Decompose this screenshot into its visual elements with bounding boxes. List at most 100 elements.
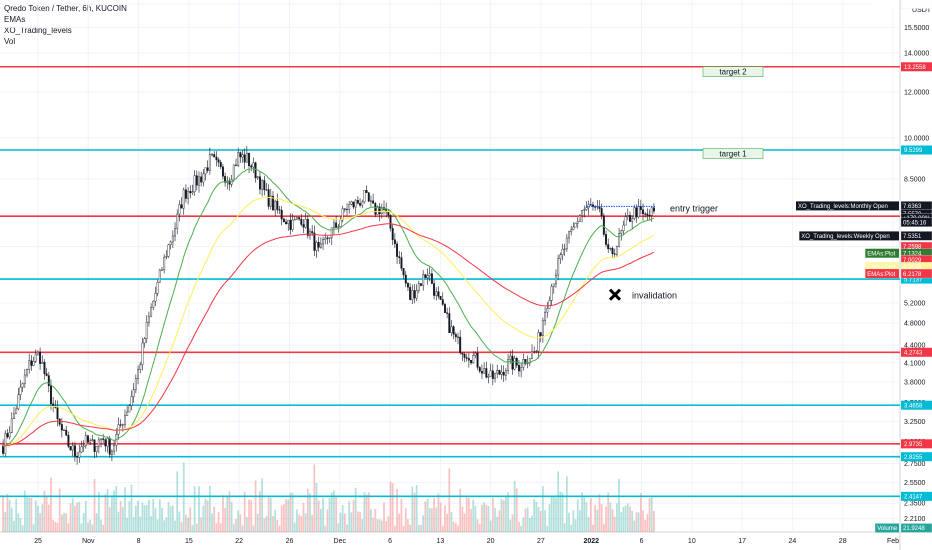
volume-bar [211, 513, 213, 532]
volume-bar [550, 496, 553, 532]
volume-bar [350, 512, 353, 532]
volume-bar [300, 516, 303, 532]
candle-body [504, 370, 507, 376]
price-tag-value: 7.5351 [903, 234, 922, 240]
price-tag-value-bg [900, 268, 932, 279]
candle-body [363, 190, 366, 203]
x-tick-label: Nov [82, 538, 95, 545]
volume-bar [289, 492, 292, 532]
volume-bar [574, 519, 577, 532]
x-tick-label: 20 [487, 538, 495, 545]
candle-body [102, 438, 105, 440]
level-tag [901, 400, 932, 410]
volume-bar [400, 498, 403, 532]
x-tick-label: 10 [688, 538, 696, 545]
invalidation-x-icon [608, 288, 622, 301]
candle-body [206, 167, 209, 171]
volume-bar [398, 513, 401, 532]
candle-body [531, 351, 533, 359]
candle-body [63, 429, 65, 431]
candle-body [380, 207, 383, 215]
candle-body [480, 371, 483, 374]
candle-body [69, 446, 72, 451]
volume-bar [611, 509, 614, 532]
volume-bar [26, 497, 28, 532]
volume-bar [176, 471, 179, 532]
candle-body [652, 207, 655, 212]
candle-body [572, 226, 575, 230]
candle-body [241, 154, 244, 158]
volume-bar [119, 501, 122, 532]
target-box [702, 66, 764, 77]
candle-body [517, 365, 520, 372]
candle-body [311, 231, 314, 234]
level-tag [901, 347, 932, 357]
volume-bar [431, 508, 433, 532]
volume-bar [587, 517, 590, 532]
volume-bar [259, 491, 261, 532]
volume-bar [161, 508, 163, 532]
candle-body [435, 291, 438, 296]
volume-bar [420, 525, 422, 532]
candle-body [250, 165, 253, 168]
candle-body [478, 367, 481, 372]
candle-body [552, 283, 555, 287]
legend-indicator-emas[interactable]: EMAs [4, 15, 26, 24]
volume-bar [494, 508, 496, 532]
volume-bar [552, 495, 555, 532]
candle-body [39, 351, 42, 364]
volume-bar [500, 498, 503, 532]
candle-body [171, 235, 174, 243]
volume-bar [481, 504, 483, 532]
volume-bar [491, 497, 494, 532]
ema-line-3 [3, 223, 655, 447]
candle-body [141, 342, 144, 365]
candle-body [52, 403, 55, 406]
candle-body [369, 200, 372, 202]
candle-body [304, 219, 307, 228]
volume-bar [78, 501, 81, 532]
volume-bar [63, 512, 65, 532]
volume-bar [359, 511, 361, 532]
candle-body [541, 320, 544, 336]
candle-body [367, 192, 370, 202]
volume-bar [444, 505, 446, 532]
candle-body [454, 334, 457, 338]
candle-body [389, 215, 392, 229]
volume-bar [128, 501, 131, 532]
volume-bar [287, 499, 290, 532]
volume-bar [561, 492, 564, 532]
candle-body [387, 211, 390, 216]
volume-bar [272, 516, 274, 532]
candle-body [341, 208, 344, 221]
volume-bar [485, 504, 488, 532]
x-tick-label: Dec [334, 538, 347, 545]
candle-body [4, 433, 7, 454]
candle-body [285, 221, 288, 225]
candle-body [626, 215, 629, 217]
candle-body [269, 195, 272, 207]
candle-body [391, 228, 394, 240]
candle-body [309, 231, 311, 236]
volume-bar [315, 483, 318, 532]
candle-body [629, 215, 631, 222]
y-tick-label: 4.8000 [904, 321, 926, 328]
volume-bar [167, 502, 170, 532]
volume-bar [330, 492, 333, 532]
level-tag [901, 452, 932, 462]
candle-body [104, 439, 107, 447]
volume-bar [539, 511, 542, 532]
x-tick-label: 22 [235, 538, 243, 545]
legend-indicator-vol[interactable]: Vol [4, 37, 16, 46]
candle-body [154, 293, 157, 302]
candle-body [441, 299, 444, 305]
candle-body [126, 411, 129, 416]
candle-body [592, 204, 594, 208]
ema-line-1 [2, 167, 655, 448]
volume-bar [93, 479, 96, 532]
volume-bar [148, 499, 150, 532]
legend-title: Qredo Token / Tether, 6h, KUCOIN [4, 4, 127, 13]
candle-body [313, 232, 316, 251]
candle-body [117, 424, 120, 435]
